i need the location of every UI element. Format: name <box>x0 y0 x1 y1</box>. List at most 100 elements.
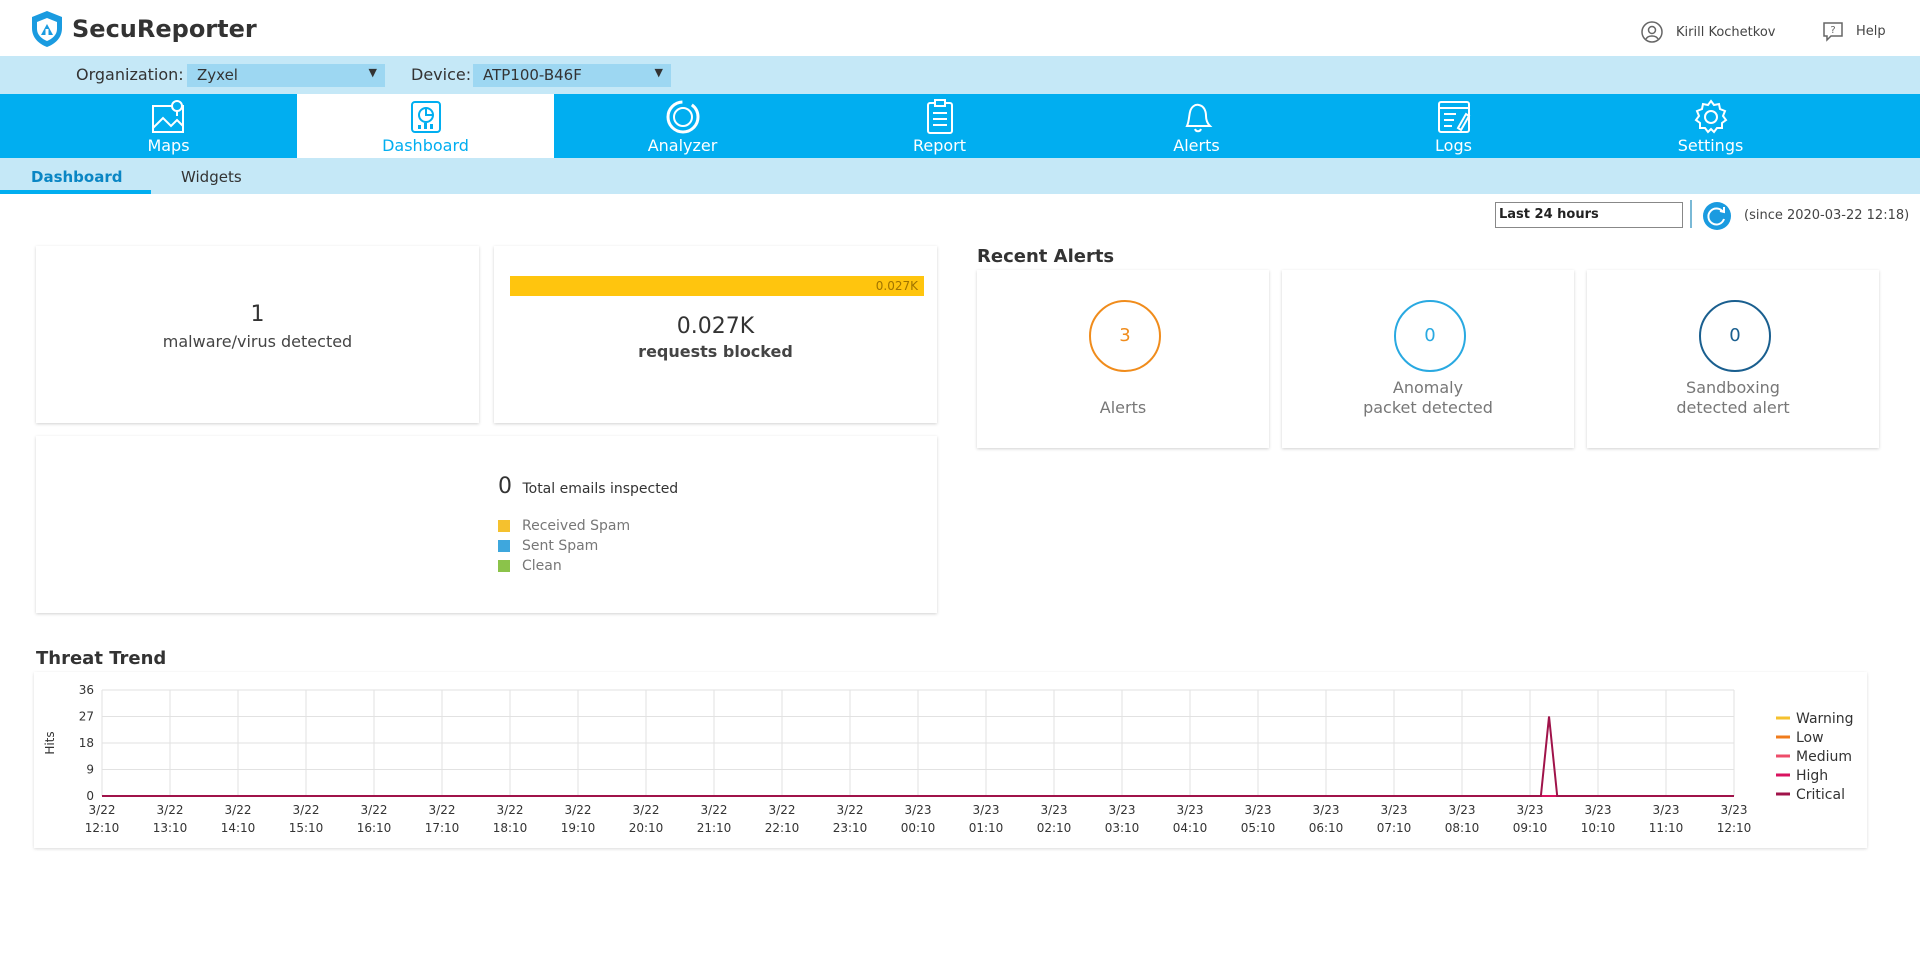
legend-label-warning: Warning <box>1796 711 1854 727</box>
legend-label-critical: Critical <box>1796 787 1845 803</box>
requests-blocked-count: 0.027K <box>676 314 755 339</box>
malware-label: malware/virus detected <box>162 332 353 351</box>
y-tick-label: 18 <box>79 736 94 750</box>
malware-widget[interactable]: 1 malware/virus detected <box>36 246 479 423</box>
nav-dashboard[interactable]: Dashboard <box>297 94 554 158</box>
since-timestamp: (since 2020-03-22 12:18) <box>1744 208 1910 223</box>
refresh-icon <box>1707 207 1725 226</box>
dashboard-icon <box>410 101 441 133</box>
anomaly-count: 0 <box>1394 300 1466 372</box>
nav-alerts[interactable]: Alerts <box>1068 94 1325 158</box>
x-tick-date-label: 3/22 <box>89 803 116 817</box>
x-tick-time-label: 14:10 <box>221 821 256 835</box>
y-tick-label: 36 <box>79 683 94 697</box>
sandboxing-card[interactable]: 0 Sandboxing detected alert <box>1587 270 1879 448</box>
x-tick-time-label: 19:10 <box>561 821 596 835</box>
x-tick-time-label: 13:10 <box>153 821 188 835</box>
x-tick-date-label: 3/23 <box>973 803 1000 817</box>
received-spam-swatch <box>498 520 510 532</box>
x-tick-date-label: 3/22 <box>225 803 252 817</box>
y-tick-label: 0 <box>86 789 94 803</box>
recent-alerts-title: Recent Alerts <box>977 246 1115 267</box>
email-widget[interactable]: 0 Total emails inspected Received Spam S… <box>36 436 937 613</box>
alerts-count: 3 <box>1089 300 1161 372</box>
x-tick-date-label: 3/22 <box>837 803 864 817</box>
threat-trend-title: Threat Trend <box>36 648 167 669</box>
svg-text:?: ? <box>1830 25 1835 36</box>
nav-label: Settings <box>1677 136 1744 155</box>
user-menu[interactable]: Kirill Kochetkov <box>1640 20 1775 44</box>
time-range-select[interactable]: Last 24 hours <box>1495 202 1683 228</box>
analyzer-icon <box>666 100 699 134</box>
x-tick-date-label: 3/22 <box>293 803 320 817</box>
chevron-down-icon: ▼ <box>368 66 377 79</box>
legend-label: Sent Spam <box>522 538 599 554</box>
requests-blocked-label: requests blocked <box>638 342 793 361</box>
threat-trend-widget[interactable]: 0 9 18 27 36 3/22 12:10 3/22 13:10 3/22 14:10 3/22 1… <box>34 672 1867 848</box>
refresh-button[interactable] <box>1703 202 1731 230</box>
x-tick-time-label: 03:10 <box>1105 821 1140 835</box>
legend-label-medium: Medium <box>1796 749 1852 765</box>
nav-maps[interactable]: Maps <box>40 94 297 158</box>
x-tick-date-label: 3/23 <box>1177 803 1204 817</box>
x-tick-date-label: 3/23 <box>1449 803 1476 817</box>
tab-widgets[interactable]: Widgets <box>181 168 242 186</box>
x-tick-time-label: 09:10 <box>1513 821 1548 835</box>
organization-value: Zyxel <box>197 66 238 84</box>
device-select[interactable]: ATP100-B46F ▼ <box>473 64 671 87</box>
anomaly-label-line1: Anomaly <box>1392 378 1464 397</box>
app-logo[interactable]: SecuReporter <box>30 10 257 48</box>
x-tick-time-label: 17:10 <box>425 821 460 835</box>
email-total-count: 0 <box>498 474 512 499</box>
organization-select[interactable]: Zyxel ▼ <box>187 64 385 87</box>
email-total: 0 Total emails inspected <box>498 474 678 499</box>
x-tick-date-label: 3/23 <box>1585 803 1612 817</box>
bar-value-label: 0.027K <box>875 279 918 293</box>
report-icon <box>926 99 953 134</box>
x-tick-date-label: 3/23 <box>1721 803 1748 817</box>
x-tick-time-label: 08:10 <box>1445 821 1480 835</box>
x-tick-time-label: 07:10 <box>1377 821 1412 835</box>
x-tick-date-label: 3/22 <box>497 803 524 817</box>
x-tick-date-label: 3/22 <box>565 803 592 817</box>
x-tick-date-label: 3/23 <box>1381 803 1408 817</box>
nav-settings[interactable]: Settings <box>1582 94 1839 158</box>
app-title: SecuReporter <box>72 15 257 43</box>
x-tick-time-label: 23:10 <box>833 821 868 835</box>
x-tick-time-label: 12:10 <box>1717 821 1752 835</box>
sandboxing-label-line2: detected alert <box>1676 398 1790 417</box>
x-tick-date-label: 3/23 <box>1041 803 1068 817</box>
nav-label: Maps <box>147 136 190 155</box>
x-tick-date-label: 3/23 <box>1653 803 1680 817</box>
x-tick-date-label: 3/23 <box>1517 803 1544 817</box>
device-value: ATP100-B46F <box>483 66 582 84</box>
nav-report[interactable]: Report <box>811 94 1068 158</box>
settings-gear-icon <box>1694 99 1727 134</box>
nav-analyzer[interactable]: Analyzer <box>554 94 811 158</box>
x-tick-time-label: 11:10 <box>1649 821 1684 835</box>
requests-blocked-widget[interactable]: 0.027K 0.027K requests blocked <box>494 246 937 423</box>
legend-label-high: High <box>1796 768 1828 784</box>
sandboxing-label-line1: Sandboxing <box>1686 378 1780 397</box>
email-total-label: Total emails inspected <box>522 481 679 497</box>
filter-bar: Organization: Zyxel ▼ Device: ATP100-B46… <box>0 56 1920 94</box>
x-tick-time-label: 12:10 <box>85 821 120 835</box>
alerts-bell-icon <box>1184 103 1212 133</box>
nav-label: Dashboard <box>382 136 469 155</box>
alerts-card[interactable]: 3 Alerts <box>977 270 1269 448</box>
sandboxing-count: 0 <box>1699 300 1771 372</box>
series-line-critical <box>102 716 1734 797</box>
x-tick-date-label: 3/23 <box>905 803 932 817</box>
clean-swatch <box>498 560 510 572</box>
nav-logs[interactable]: Logs <box>1325 94 1582 158</box>
user-avatar-icon <box>1641 21 1663 43</box>
help-link[interactable]: ? Help <box>1822 20 1886 42</box>
x-tick-time-label: 21:10 <box>697 821 732 835</box>
x-tick-time-label: 00:10 <box>901 821 936 835</box>
y-axis-label: Hits <box>43 731 57 754</box>
tab-dashboard[interactable]: Dashboard <box>31 168 123 186</box>
anomaly-card[interactable]: 0 Anomaly packet detected <box>1282 270 1574 448</box>
x-tick-date-label: 3/22 <box>361 803 388 817</box>
x-tick-time-label: 20:10 <box>629 821 664 835</box>
x-tick-time-label: 15:10 <box>289 821 324 835</box>
